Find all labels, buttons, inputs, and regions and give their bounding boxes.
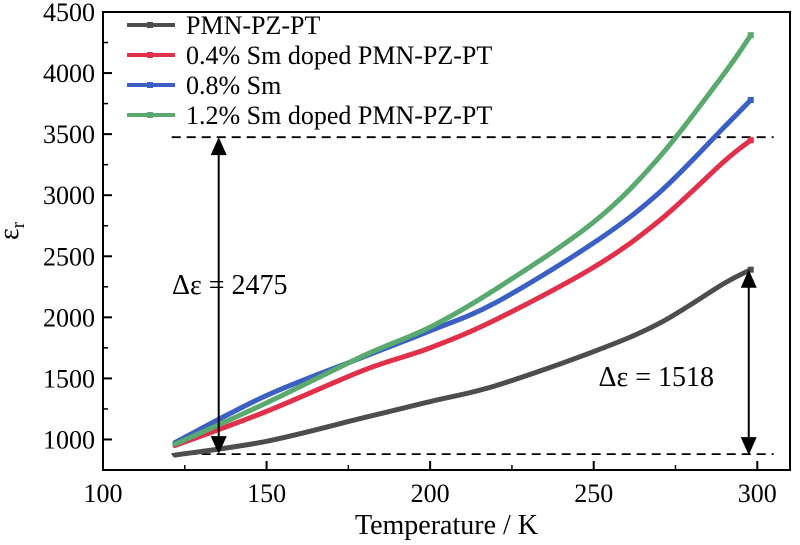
series-end-marker-3 xyxy=(747,32,754,39)
legend-marker-0 xyxy=(147,22,153,28)
legend-label-3: 1.2% Sm doped PMN-PZ-PT xyxy=(186,101,492,130)
delta-label-right: Δε = 1518 xyxy=(598,362,714,393)
y-tick-label: 4000 xyxy=(43,59,95,88)
x-tick-label: 150 xyxy=(247,479,286,508)
x-tick-label: 200 xyxy=(411,479,450,508)
legend: PMN-PZ-PT0.4% Sm doped PMN-PZ-PT0.8% Sm1… xyxy=(127,11,492,130)
legend-label-0: PMN-PZ-PT xyxy=(186,11,320,40)
series-layer xyxy=(172,32,754,458)
x-tick-label: 300 xyxy=(738,479,777,508)
x-tick-label: 250 xyxy=(574,479,613,508)
legend-marker-1 xyxy=(147,52,153,58)
legend-marker-3 xyxy=(147,112,153,118)
x-axis: 100 150 200 250 300 xyxy=(84,461,777,508)
x-axis-title: Temperature / K xyxy=(355,510,538,541)
series-end-marker-2 xyxy=(747,96,754,103)
y-axis-title: εr xyxy=(0,221,29,240)
y-tick-label: 1500 xyxy=(43,364,95,393)
series-line-1 xyxy=(172,137,754,449)
series-line-2 xyxy=(172,97,754,446)
y-tick-label: 3000 xyxy=(43,181,95,210)
delta-arrow-left-head-down xyxy=(210,436,227,455)
plot-frame xyxy=(102,11,791,471)
legend-label-1: 0.4% Sm doped PMN-PZ-PT xyxy=(186,41,492,70)
y-tick-label: 3500 xyxy=(43,120,95,149)
y-axis: 1000 1500 2000 2500 3000 3500 4000 4500 xyxy=(43,0,112,454)
legend-label-2: 0.8% Sm xyxy=(186,71,281,100)
y-tick-label: 2500 xyxy=(43,242,95,271)
series-line-0 xyxy=(172,267,754,458)
y-tick-label: 1000 xyxy=(43,425,95,454)
series-end-marker-0 xyxy=(747,266,754,273)
delta-arrow-right-head-down xyxy=(740,437,757,456)
delta-arrow-right-head-up xyxy=(740,269,757,288)
delta-arrow-left-head-up xyxy=(210,137,227,156)
y-tick-label: 2000 xyxy=(43,303,95,332)
series-line-3 xyxy=(172,32,754,447)
series-end-marker-1 xyxy=(747,137,754,144)
delta-label-left: Δε = 2475 xyxy=(172,270,288,301)
y-tick-label: 4500 xyxy=(43,0,95,27)
annotations-layer: Δε = 2475 Δε = 1518 xyxy=(172,137,757,456)
x-tick-label: 100 xyxy=(84,479,123,508)
legend-marker-2 xyxy=(147,82,153,88)
